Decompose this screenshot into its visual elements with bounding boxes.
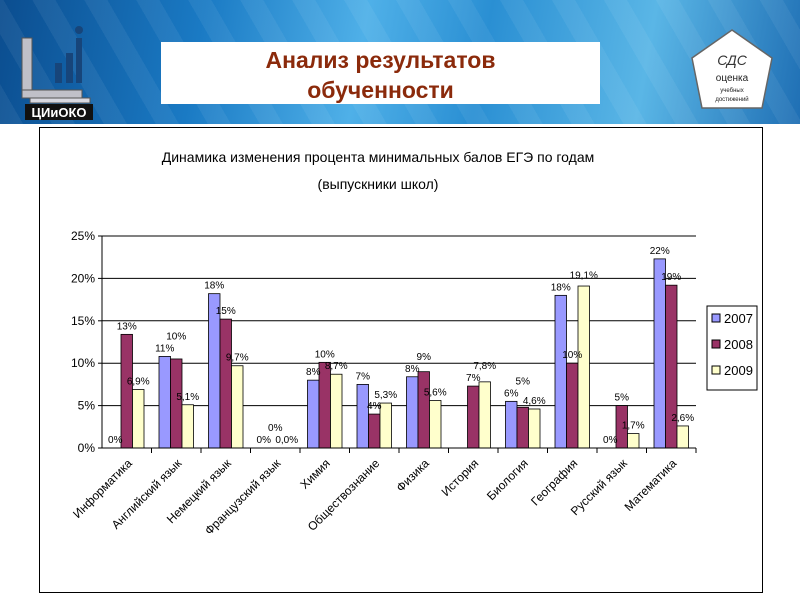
legend-label-2007: 2007 — [724, 311, 753, 326]
sds-logo: СДС оценка учебных достижений — [690, 28, 774, 112]
data-label-2007: 22% — [650, 246, 670, 257]
x-tick-label: История — [439, 456, 482, 499]
data-label-2009: 5,1% — [176, 392, 199, 403]
data-label-2007: 8% — [405, 364, 420, 375]
bar-2007 — [505, 400, 518, 449]
bar-2007 — [653, 258, 666, 449]
data-label-2008: 13% — [117, 321, 137, 332]
data-label-2007: 6% — [504, 388, 519, 399]
bar-2009 — [181, 404, 194, 449]
data-label-2008: 15% — [216, 306, 236, 317]
x-tick-label: Математика — [622, 456, 680, 514]
bar-2008 — [566, 362, 579, 449]
bar-2009 — [379, 402, 392, 449]
data-label-2009: 1,7% — [622, 421, 645, 432]
data-label-2008: 10% — [315, 349, 335, 360]
bar-2008 — [516, 406, 529, 449]
bar-2009 — [478, 381, 491, 449]
bar-2008 — [318, 361, 331, 449]
bar-2008 — [120, 333, 133, 449]
data-label-2009: 5,6% — [424, 388, 447, 399]
data-label-2007: 0% — [603, 435, 618, 446]
legend-label-2008: 2008 — [724, 337, 753, 352]
y-tick-label: 25% — [71, 229, 95, 243]
data-label-2008: 10% — [562, 350, 582, 361]
page-title-line2: обученности — [307, 77, 454, 103]
bar-2009 — [231, 365, 244, 449]
bar-2008 — [368, 413, 381, 449]
data-label-2007: 11% — [155, 343, 174, 354]
ciioko-logo: ЦИиОКО — [20, 18, 100, 122]
bar-2009 — [627, 433, 640, 449]
data-label-2009: 19,1% — [570, 270, 598, 281]
title-box: Анализ результатов обученности — [161, 42, 600, 104]
data-label-2009: 0,0% — [275, 435, 298, 446]
data-label-2009: 5,3% — [374, 390, 397, 401]
logo-right-text-line3: достижений — [715, 96, 748, 103]
bar-2009 — [676, 425, 689, 449]
legend-label-2009: 2009 — [724, 363, 753, 378]
logo-right-text-line1: оценка — [716, 73, 749, 84]
x-tick-label: Биология — [484, 456, 531, 503]
chart-subtitle: (выпускники школ) — [318, 176, 439, 192]
y-tick-label: 0% — [78, 441, 96, 455]
legend-swatch-2009 — [711, 365, 721, 375]
logo-right-text-line2: учебных — [720, 88, 743, 94]
data-label-2009: 2,6% — [671, 413, 694, 424]
data-label-2009: 9,7% — [226, 353, 249, 364]
data-label-2009: 6,9% — [127, 376, 150, 387]
chart-title: Динамика изменения процента минимальных … — [162, 149, 595, 165]
data-label-2008: 19% — [661, 272, 681, 283]
bar-2009 — [429, 400, 442, 449]
y-tick-label: 15% — [71, 314, 95, 328]
bar-chart: Динамика изменения процента минимальных … — [70, 149, 758, 538]
legend-swatch-2007 — [711, 313, 721, 323]
bar-2007 — [307, 379, 320, 449]
data-label-2009: 4,6% — [523, 396, 546, 407]
bar-2009 — [330, 373, 343, 449]
y-tick-label: 10% — [71, 356, 95, 370]
page-title-line1: Анализ результатов — [265, 47, 496, 73]
bar-2007 — [158, 356, 171, 449]
data-label-2007: 0% — [108, 435, 123, 446]
bar-2008 — [170, 358, 183, 449]
x-tick-label: Химия — [297, 456, 332, 491]
logo-right-text-sds: СДС — [717, 52, 748, 68]
bar-2009 — [577, 285, 590, 449]
bar-2008 — [467, 385, 480, 449]
y-tick-label: 5% — [78, 399, 96, 413]
x-tick-label: География — [528, 456, 580, 508]
data-label-2009: 7,8% — [473, 361, 496, 372]
data-label-2007: 7% — [356, 371, 371, 382]
data-label-2008: 7% — [466, 373, 481, 384]
chart-frame: Динамика изменения процента минимальных … — [39, 127, 763, 593]
logo-left-text: ЦИиОКО — [32, 105, 87, 120]
bar-2009 — [528, 408, 541, 449]
data-label-2009: 8,7% — [325, 361, 348, 372]
data-label-2008: 9% — [417, 352, 432, 363]
x-tick-label: Физика — [394, 456, 433, 495]
bar-2007 — [356, 383, 369, 449]
data-label-2008: 5% — [516, 376, 531, 387]
data-label-2008: 5% — [615, 393, 630, 404]
bar-2008 — [417, 371, 430, 449]
bar-2007 — [406, 376, 419, 449]
data-label-2008: 4% — [367, 401, 382, 412]
data-label-2008: 10% — [166, 331, 186, 342]
data-label-2007: 0% — [257, 435, 272, 446]
bar-2009 — [132, 389, 145, 449]
data-label-2007: 18% — [204, 281, 224, 292]
bar-2008 — [219, 318, 232, 449]
data-label-2007: 8% — [306, 367, 321, 378]
bar-2007 — [554, 294, 567, 449]
data-label-2007: 18% — [551, 282, 571, 293]
y-tick-label: 20% — [71, 271, 95, 285]
legend-swatch-2008 — [711, 339, 721, 349]
data-label-2008: 0% — [268, 423, 283, 434]
